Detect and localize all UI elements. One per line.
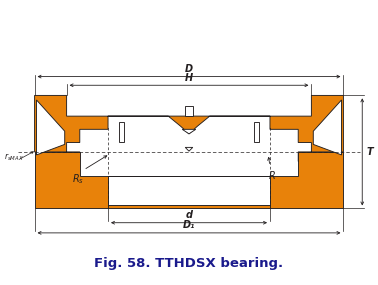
Polygon shape <box>313 100 342 155</box>
Polygon shape <box>36 100 65 155</box>
Text: T: T <box>367 147 373 157</box>
Text: $r_{sMAX}$: $r_{sMAX}$ <box>5 152 25 163</box>
Bar <box>254 122 259 142</box>
Text: Fig. 58. TTHDSX bearing.: Fig. 58. TTHDSX bearing. <box>94 256 284 270</box>
Text: H: H <box>185 73 193 83</box>
Text: D₁: D₁ <box>183 220 195 230</box>
Polygon shape <box>182 129 196 134</box>
Polygon shape <box>35 152 343 208</box>
Text: d: d <box>186 210 192 220</box>
Polygon shape <box>185 147 193 151</box>
Bar <box>119 122 124 142</box>
Text: $R$: $R$ <box>268 169 276 181</box>
Text: $R_s$: $R_s$ <box>72 173 84 186</box>
Polygon shape <box>35 95 343 161</box>
Bar <box>108 176 270 205</box>
Text: D: D <box>185 64 193 74</box>
Bar <box>185 105 193 116</box>
